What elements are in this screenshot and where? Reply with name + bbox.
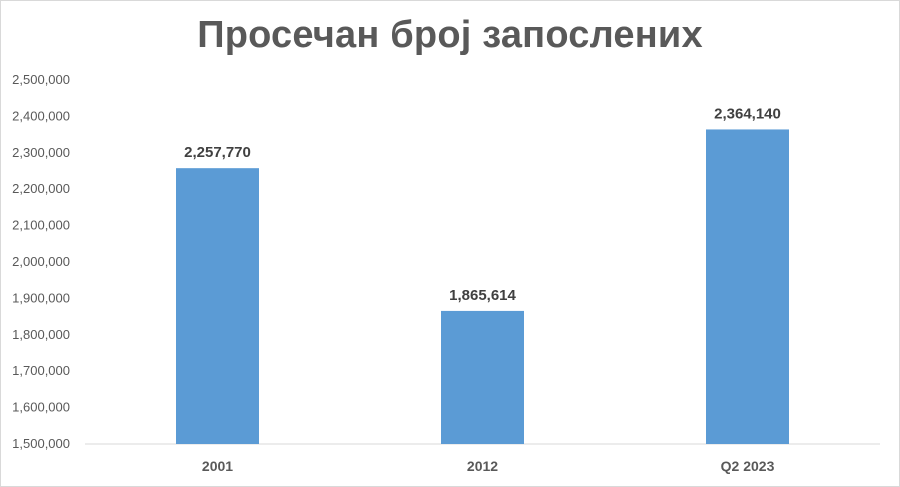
bar bbox=[176, 168, 259, 444]
y-tick-label: 2,300,000 bbox=[12, 145, 70, 160]
data-label: 2,364,140 bbox=[714, 105, 781, 122]
x-axis: 2001 2012 Q2 2023 bbox=[202, 458, 775, 474]
y-tick-label: 2,200,000 bbox=[12, 181, 70, 196]
bar bbox=[441, 310, 524, 444]
x-tick-label: Q2 2023 bbox=[721, 458, 775, 474]
y-tick-label: 1,800,000 bbox=[12, 327, 70, 342]
x-tick-label: 2001 bbox=[202, 458, 233, 474]
bar bbox=[706, 129, 789, 444]
y-tick-label: 1,600,000 bbox=[12, 400, 70, 415]
x-tick-label: 2012 bbox=[467, 458, 498, 474]
chart-title: Просечан број запослених bbox=[197, 14, 703, 56]
data-labels: 2,257,770 1,865,614 2,364,140 bbox=[184, 105, 781, 303]
y-tick-label: 2,400,000 bbox=[12, 108, 70, 123]
y-tick-label: 2,100,000 bbox=[12, 218, 70, 233]
y-tick-label: 1,500,000 bbox=[12, 436, 70, 451]
data-label: 1,865,614 bbox=[449, 287, 516, 304]
data-label: 2,257,770 bbox=[184, 144, 251, 161]
y-tick-label: 1,700,000 bbox=[12, 363, 70, 378]
y-tick-label: 2,500,000 bbox=[12, 72, 70, 87]
y-tick-label: 1,900,000 bbox=[12, 290, 70, 305]
bars bbox=[176, 129, 789, 444]
y-tick-label: 2,000,000 bbox=[12, 254, 70, 269]
